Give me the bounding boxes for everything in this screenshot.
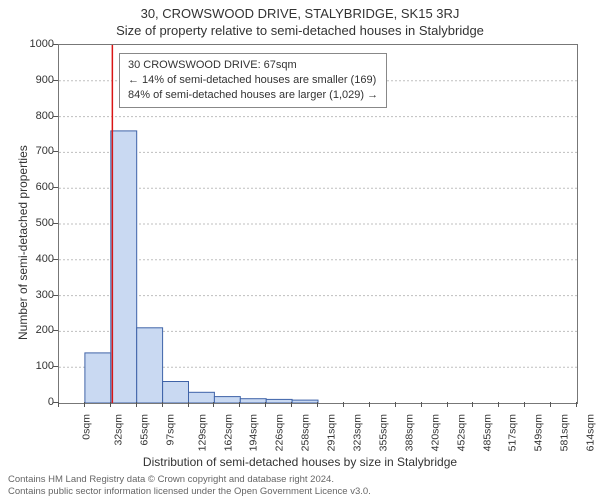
- histogram-bar: [189, 392, 215, 403]
- x-tick-label: 162sqm: [222, 414, 234, 451]
- x-tick-label: 65sqm: [138, 414, 150, 446]
- y-tick-label: 600: [14, 181, 54, 193]
- x-tick-label: 355sqm: [377, 414, 389, 451]
- y-tick-label: 700: [14, 145, 54, 157]
- x-tick-label: 97sqm: [164, 414, 176, 446]
- annotation-line-1: 30 CROWSWOOD DRIVE: 67sqm: [128, 58, 378, 73]
- histogram-bar: [214, 397, 240, 403]
- histogram-bar: [292, 400, 318, 403]
- annotation-box: 30 CROWSWOOD DRIVE: 67sqm ← 14% of semi-…: [119, 53, 387, 108]
- y-tick-label: 200: [14, 324, 54, 336]
- x-tick-label: 581sqm: [559, 414, 571, 451]
- histogram-bar: [85, 353, 111, 403]
- x-tick-label: 614sqm: [584, 414, 596, 451]
- y-tick-label: 1000: [14, 38, 54, 50]
- histogram-bar: [163, 382, 189, 404]
- x-tick-label: 0sqm: [81, 414, 93, 440]
- page-title: 30, CROWSWOOD DRIVE, STALYBRIDGE, SK15 3…: [0, 0, 600, 21]
- footer-attribution: Contains HM Land Registry data © Crown c…: [8, 474, 371, 498]
- y-axis-label: Number of semi-detached properties: [16, 145, 30, 340]
- x-tick-label: 485sqm: [481, 414, 493, 451]
- y-tick-label: 0: [14, 396, 54, 408]
- y-tick-label: 800: [14, 110, 54, 122]
- annotation-line-2: ← 14% of semi-detached houses are smalle…: [128, 73, 378, 88]
- x-axis-label: Distribution of semi-detached houses by …: [0, 455, 600, 469]
- x-tick-label: 32sqm: [112, 414, 124, 446]
- y-tick-label: 100: [14, 360, 54, 372]
- footer-line-2: Contains public sector information licen…: [8, 486, 371, 498]
- x-tick-label: 258sqm: [300, 414, 312, 451]
- page-subtitle: Size of property relative to semi-detach…: [0, 21, 600, 38]
- x-tick-label: 388sqm: [403, 414, 415, 451]
- y-tick-label: 300: [14, 289, 54, 301]
- x-tick-label: 226sqm: [274, 414, 286, 451]
- histogram-bar: [111, 131, 137, 403]
- x-tick-label: 420sqm: [429, 414, 441, 451]
- x-tick-label: 452sqm: [455, 414, 467, 451]
- x-tick-label: 517sqm: [507, 414, 519, 451]
- x-tick-label: 549sqm: [533, 414, 545, 451]
- x-tick-label: 323sqm: [351, 414, 363, 451]
- histogram-bar: [137, 328, 163, 403]
- y-tick-label: 900: [14, 74, 54, 86]
- footer-line-1: Contains HM Land Registry data © Crown c…: [8, 474, 371, 486]
- y-tick-label: 400: [14, 253, 54, 265]
- x-tick-label: 129sqm: [196, 414, 208, 451]
- y-tick-label: 500: [14, 217, 54, 229]
- x-tick-label: 194sqm: [248, 414, 260, 451]
- histogram-bar: [266, 399, 292, 403]
- chart-plot-area: 30 CROWSWOOD DRIVE: 67sqm ← 14% of semi-…: [58, 44, 578, 404]
- annotation-line-3: 84% of semi-detached houses are larger (…: [128, 88, 378, 103]
- x-tick-label: 291sqm: [325, 414, 337, 451]
- histogram-bar: [240, 399, 266, 403]
